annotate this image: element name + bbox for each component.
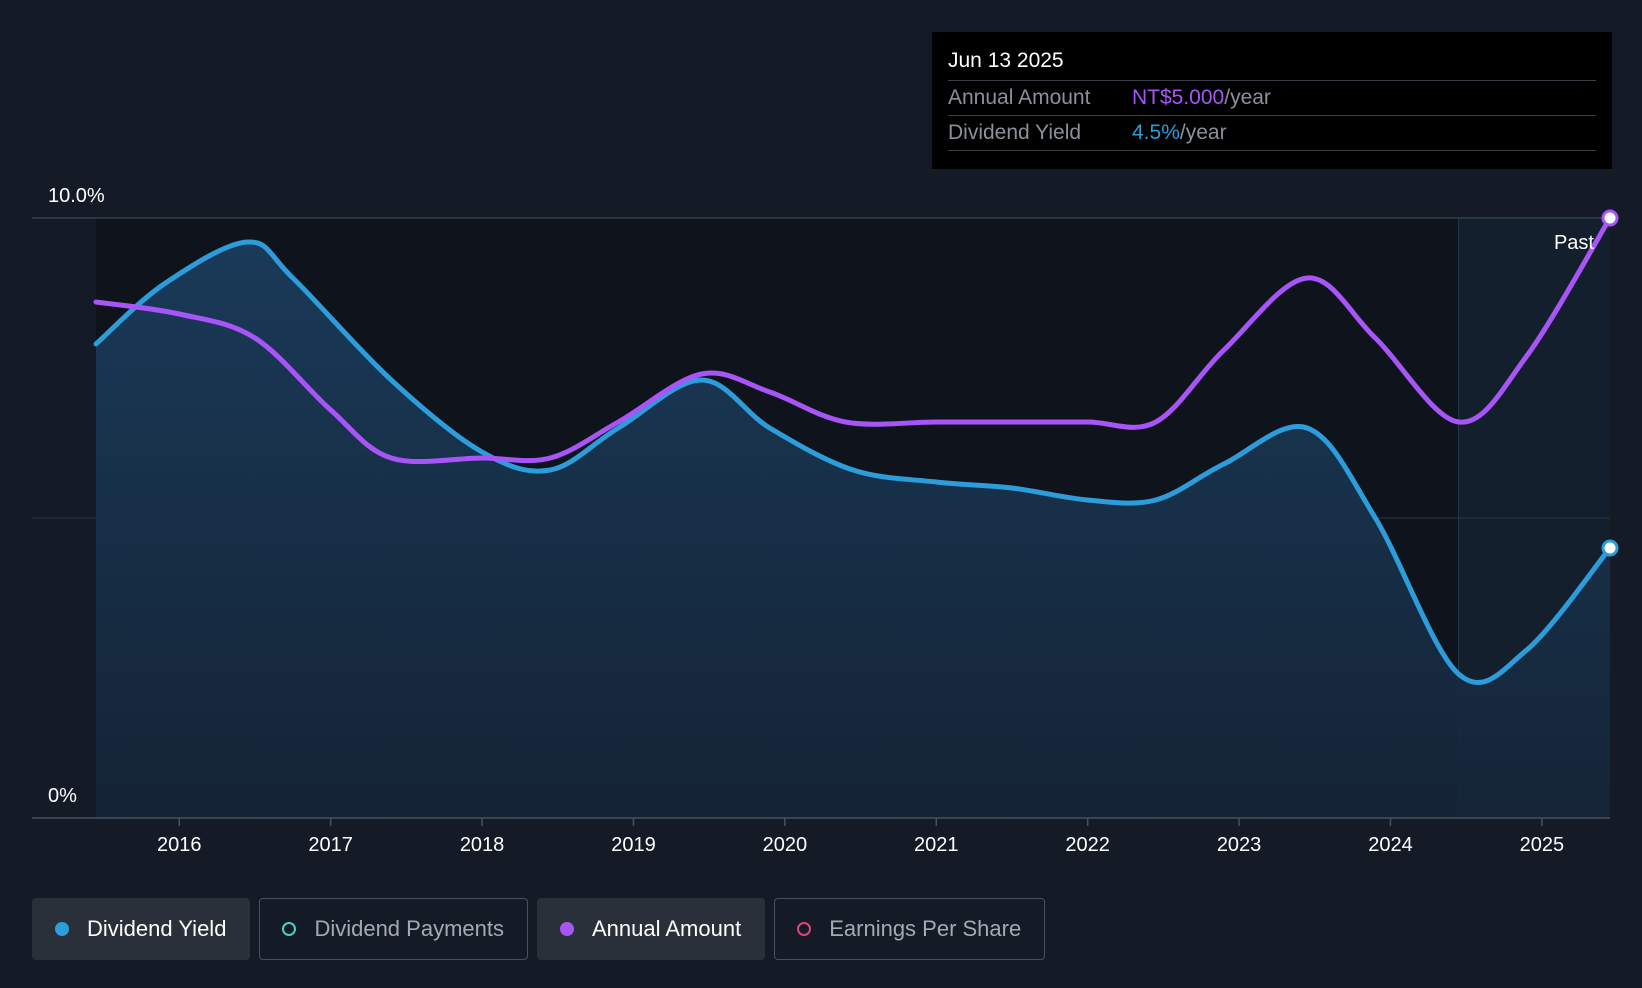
x-tick-label: 2018 [460,834,505,856]
tooltip-annual-amount-label: Annual Amount [948,86,1091,109]
x-tick-label: 2021 [914,834,959,856]
legend-dot-icon [55,922,69,936]
tooltip-dividend-yield-unit: /year [1179,121,1227,144]
x-tick-label: 2017 [308,834,353,856]
annual-amount-line [93,215,1613,465]
past-label: Past [1554,232,1594,254]
legend-dividend-yield[interactable]: Dividend Yield [32,898,251,960]
x-tick-label: 2019 [611,834,656,856]
y-tick-label: 0% [48,785,77,807]
annual-amount-marker [1601,209,1619,227]
tooltip-annual-amount-value: NT$5.000 [1132,86,1225,109]
tooltip-row-dividend-yield: Dividend Yield 4.5% /year [948,116,1596,151]
tooltip-row-annual-amount: Annual Amount NT$5.000 /year [948,81,1596,116]
tooltip-annual-amount-unit: /year [1224,86,1271,109]
dividend-yield-line [93,239,1613,685]
legend-label: Earnings Per Share [829,916,1022,941]
x-tick-label: 2023 [1217,834,1262,856]
x-tick-label: 2016 [157,834,202,856]
legend-dot-icon [282,922,297,936]
x-tick-label: 2024 [1368,834,1413,856]
legend-label: Dividend Payments [314,916,504,941]
legend-annual-amount[interactable]: Annual Amount [536,898,766,960]
tooltip: Jun 13 2025 Annual Amount NT$5.000 /year… [932,32,1612,169]
tooltip-dividend-yield-value: 4.5% [1132,121,1180,144]
legend-dot-icon [559,922,574,936]
legend-label: Dividend Yield [87,916,227,941]
tooltip-dividend-yield-label: Dividend Yield [948,121,1082,144]
legend: Dividend Yield Dividend Payments Annual … [32,898,1046,960]
legend-earnings-per-share[interactable]: Earnings Per Share [774,898,1046,960]
legend-dividend-payments[interactable]: Dividend Payments [259,898,528,960]
dividend-yield-area [96,241,1610,818]
tooltip-date: Jun 13 2025 [948,46,1596,81]
x-tick-label: 2025 [1520,834,1565,856]
dividend-yield-marker [1601,539,1619,557]
legend-dot-icon [797,922,812,936]
x-tick-label: 2022 [1065,834,1110,856]
x-tick-label: 2020 [763,834,808,856]
legend-label: Annual Amount [591,916,742,941]
y-tick-label: 10.0% [48,185,105,207]
